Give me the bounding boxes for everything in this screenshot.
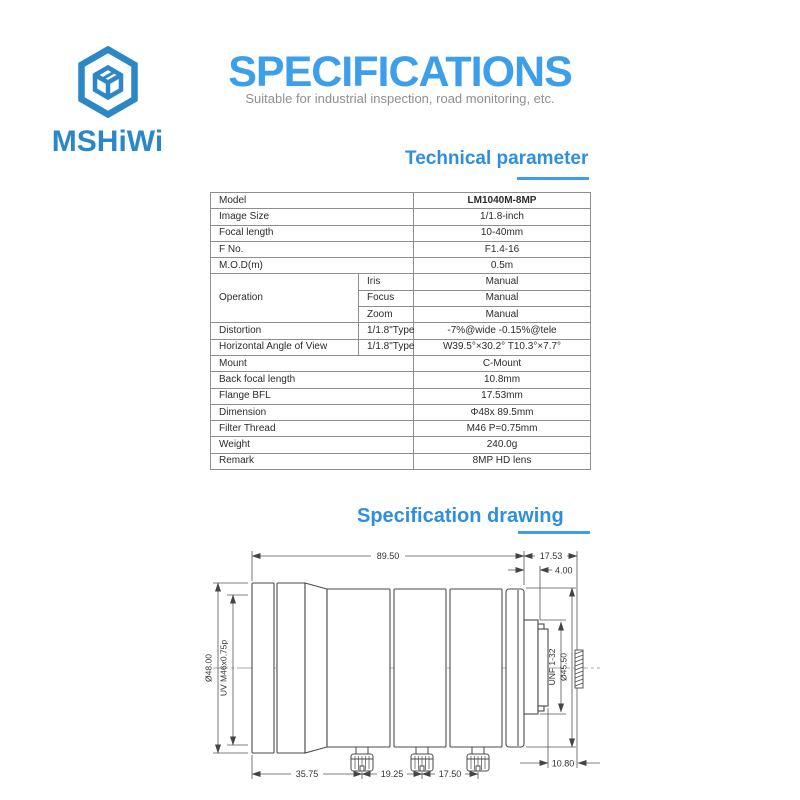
page-title: SPECIFICATIONS [228, 48, 573, 96]
row-value: 240.0g [413, 436, 591, 454]
technical-parameter-heading: Technical parameter [405, 148, 589, 169]
row-value: 10.8mm [413, 371, 591, 389]
row-label: Model [210, 191, 414, 210]
table-row: Dimension Φ48x 89.5mm [210, 403, 591, 422]
row-label: Back focal length [210, 371, 414, 389]
hexagon-cube-logo-icon [77, 45, 138, 119]
row-label: Operation [210, 273, 359, 324]
table-row: Mount C-Mount [210, 354, 591, 373]
brand-block: MSHiWi [40, 45, 175, 159]
dim-flange-bfl: 17.53 [540, 551, 563, 561]
image-plane-hatch [574, 649, 584, 689]
row-value: Manual [413, 289, 591, 308]
table-row: M.O.D(m) 0.5m [210, 257, 591, 275]
row-label: Flange BFL [210, 387, 414, 405]
lens-dimension-drawing: 89.50 17.53 4.00 35.75 19.25 17.50 10.80… [204, 550, 600, 779]
row-label: Focal length [210, 224, 414, 242]
table-row: Zoom Manual [211, 306, 591, 324]
row-label: Remark [210, 452, 414, 471]
dim-filter-thread: UV M46x0.75p [219, 640, 229, 696]
table-row: Remark 8MP HD lens [210, 452, 591, 471]
brand-name: MSHiWi [51, 125, 164, 158]
row-value: 8MP HD lens [413, 452, 591, 471]
row-value: Manual [413, 273, 591, 291]
row-label: F No. [210, 240, 414, 259]
row-value: 1/1.8-inch [413, 208, 591, 226]
row-sublabel: Iris [358, 273, 414, 291]
row-label: Horizontal Angle of View [210, 338, 359, 356]
table-row: Weight 240.0g [210, 436, 591, 454]
row-sublabel: 1/1.8"Type [358, 322, 414, 340]
dim-rear-diameter: Ø45.50 [559, 653, 569, 681]
table-row: Model LM1040M-8MP [210, 191, 591, 210]
dim-mount-width: 4.00 [555, 566, 573, 576]
row-value: 0.5m [413, 257, 591, 275]
page-subtitle: Suitable for industrial inspection, road… [245, 91, 555, 106]
row-value: 17.53mm [413, 387, 591, 405]
table-row: Back focal length 10.8mm [210, 371, 591, 389]
table-row: Focal length 10-40mm [210, 224, 591, 242]
row-value: M46 P=0.75mm [413, 420, 591, 438]
table-row: F No. F1.4-16 [210, 240, 591, 259]
table-row: Image Size 1/1.8-inch [210, 208, 591, 226]
dimension-lines [213, 551, 600, 779]
row-sublabel: 1/1.8"Type [358, 338, 414, 356]
table-row: Filter Thread M46 P=0.75mm [210, 420, 591, 438]
spec-table: Model LM1040M-8MP Image Size 1/1.8-inch Fo… [210, 191, 591, 471]
row-label: Dimension [210, 403, 414, 422]
dim-mount-thread: UNF 1-32 [547, 648, 557, 685]
row-value: Φ48x 89.5mm [413, 403, 591, 422]
dimension-labels: 89.50 17.53 4.00 35.75 19.25 17.50 10.80… [204, 550, 575, 779]
table-row: Horizontal Angle of View 1/1.8"Type W39.5°… [210, 338, 591, 356]
dim-body-length: 89.50 [377, 551, 400, 561]
lens-body-outline [251, 582, 549, 754]
row-value: Manual [413, 306, 591, 324]
row-label: M.O.D(m) [210, 257, 414, 275]
table-row: Operation Iris Manual [210, 273, 591, 324]
table-row: Flange BFL 17.53mm [210, 387, 591, 405]
dim-ring-gap-1: 19.25 [381, 769, 404, 779]
dim-back-focal: 10.80 [552, 759, 575, 769]
row-value: C-Mount [413, 354, 591, 373]
row-value: F1.4-16 [413, 240, 591, 259]
row-label: Distortion [210, 322, 359, 340]
drawing-heading-underline [518, 531, 590, 534]
row-value: 10-40mm [413, 224, 591, 242]
row-value: LM1040M-8MP [413, 191, 591, 210]
dim-ring-gap-2: 17.50 [439, 769, 462, 779]
row-label: Mount [210, 354, 414, 373]
technical-heading-underline [517, 177, 589, 180]
dim-front-length: 35.75 [296, 769, 319, 779]
row-value: -7%@wide -0.15%@tele [413, 322, 591, 340]
table-row: Distortion 1/1.8"Type -7%@wide -0.15%@tele [210, 322, 591, 340]
specification-drawing-heading: Specification drawing [357, 505, 564, 527]
row-sublabel: Zoom [358, 306, 414, 324]
dim-front-diameter: Ø48.00 [204, 654, 214, 682]
row-value: W39.5°×30.2° T10.3°×7.7° [413, 338, 591, 356]
table-row: Focus Manual [211, 289, 591, 308]
row-sublabel: Focus [358, 289, 414, 308]
row-label: Filter Thread [210, 420, 414, 438]
row-label: Image Size [210, 208, 414, 226]
row-label: Weight [210, 436, 414, 454]
thumb-screws [350, 746, 490, 772]
